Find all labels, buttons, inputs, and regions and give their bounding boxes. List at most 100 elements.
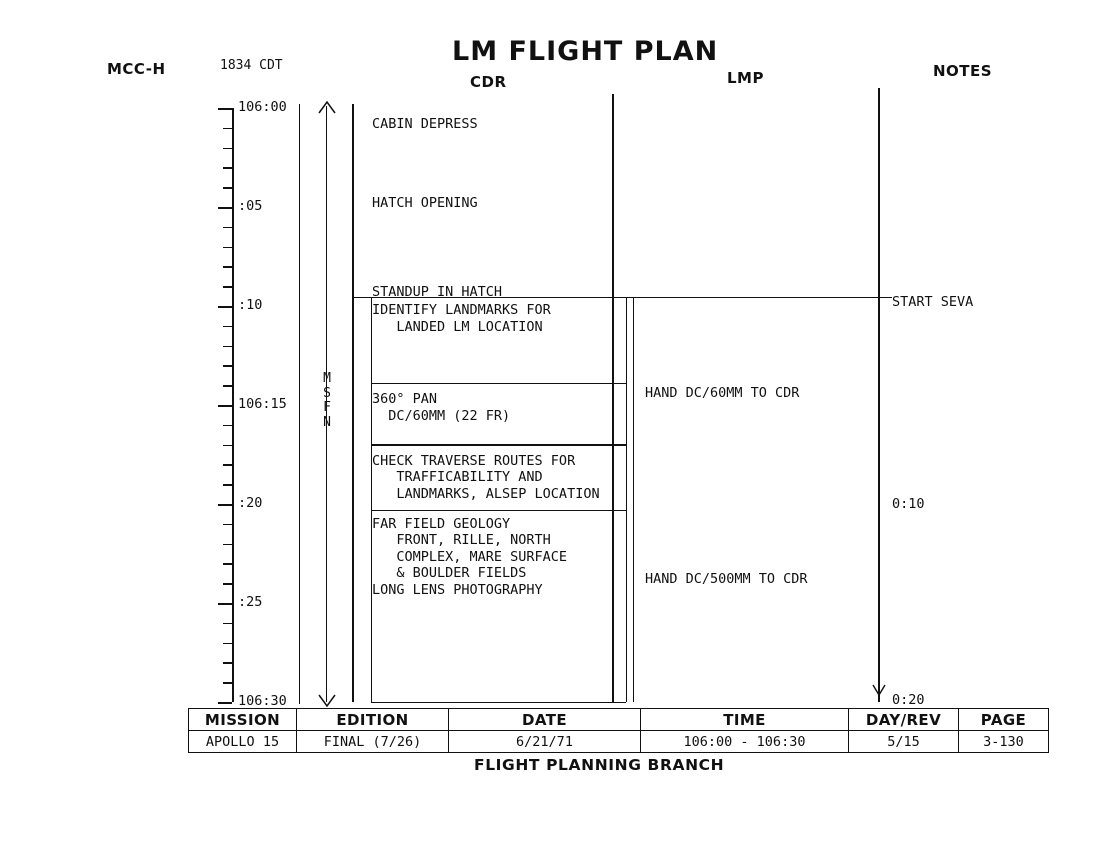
cdr-activity-line: CHECK TRAVERSE ROUTES FOR <box>372 452 576 469</box>
title-block-value-page: 3-130 <box>958 730 1049 753</box>
lmp-box-left-edge <box>633 297 635 702</box>
title-block-value-edition: FINAL (7/26) <box>296 730 449 753</box>
time-tick-minor <box>223 444 232 446</box>
title-block-value-date: 6/21/71 <box>448 730 641 753</box>
time-tick-minor <box>223 464 232 466</box>
time-tick-minor <box>223 385 232 387</box>
note-seva-elapsed-20: 0:20 <box>892 692 925 709</box>
cdr-activity-line: LONG LENS PHOTOGRAPHY <box>372 581 543 598</box>
time-tick-minor <box>223 345 232 347</box>
note-seva-elapsed-10: 0:10 <box>892 496 925 513</box>
time-label: :05 <box>238 198 263 214</box>
cdr-box-right-edge <box>626 297 628 702</box>
time-tick-minor <box>223 484 232 486</box>
cdr-activity-line: & BOULDER FIELDS <box>372 565 527 582</box>
cdr-activity-line: HATCH OPENING <box>372 195 478 212</box>
time-tick-minor <box>223 622 232 625</box>
cdr-column-left-rule <box>352 104 354 702</box>
cdr-box-bottom-edge <box>371 702 626 704</box>
time-tick-minor <box>223 226 232 229</box>
title-block-header-dayrev: DAY/REV <box>848 708 959 731</box>
time-label: :20 <box>238 495 263 511</box>
notes-column-left-rule <box>878 88 880 702</box>
start-seva-tick <box>866 297 880 299</box>
cdr-box-left-edge <box>371 297 373 702</box>
lmp-activity-line: HAND DC/60MM TO CDR <box>645 385 800 402</box>
msfn-letter-s: S <box>323 385 331 401</box>
time-label: 106:15 <box>238 396 287 412</box>
title-block-value-row: APOLLO 15 FINAL (7/26) 6/21/71 106:00 - … <box>188 730 1049 753</box>
lmp-activity-hand-dc-60mm: HAND DC/60MM TO CDR <box>645 385 799 402</box>
cdr-activity-line: FRONT, RILLE, NORTH <box>372 532 551 549</box>
cdr-activity-line: FAR FIELD GEOLOGY <box>372 515 511 532</box>
msfn-arrow-up-icon <box>318 100 336 114</box>
time-label: :25 <box>238 594 263 610</box>
time-tick-minor <box>223 543 232 545</box>
column-header-notes: NOTES <box>933 62 993 80</box>
msfn-coverage-line <box>326 106 328 702</box>
cdr-activity-divider <box>371 443 626 445</box>
time-tick-minor <box>223 424 232 427</box>
time-tick-minor <box>223 325 232 328</box>
cdr-activity-hatch-opening: HATCH OPENING <box>372 195 478 212</box>
cdr-activity-line: LANDED LM LOCATION <box>372 318 543 335</box>
title-block-header-date: DATE <box>448 708 641 731</box>
cdr-activity-line: COMPLEX, MARE SURFACE <box>372 548 568 565</box>
cdr-activity-line: LANDMARKS, ALSEP LOCATION <box>372 485 600 502</box>
time-tick-major <box>218 306 232 308</box>
ground-elapsed-time-label: 1834 CDT <box>220 58 283 73</box>
time-tick-minor <box>223 266 232 268</box>
cdr-activity-divider <box>371 509 626 512</box>
msfn-letter-f: F <box>323 400 331 415</box>
branch-footer: FLIGHT PLANNING BRANCH <box>474 756 725 774</box>
title-block-value-mission: APOLLO 15 <box>188 730 297 753</box>
seva-elapsed-arrow-icon <box>872 684 886 696</box>
time-tick-minor <box>223 662 232 664</box>
cdr-activity-check-traverse-routes: CHECK TRAVERSE ROUTES FOR TRAFFICABILITY… <box>372 453 600 503</box>
title-block: MISSION EDITION DATE TIME DAY/REV PAGE A… <box>188 708 1049 753</box>
time-tick-major <box>218 405 232 407</box>
time-tick-minor <box>223 127 232 130</box>
cdr-activity-pan-360: 360° PAN DC/60MM (22 FR) <box>372 391 510 424</box>
time-tick-minor <box>223 563 232 565</box>
cdr-activity-divider <box>371 444 626 446</box>
msfn-letter-m: M <box>323 371 331 386</box>
note-start-seva: START SEVA <box>892 294 974 311</box>
msfn-arrow-down-icon <box>318 694 336 708</box>
time-tick-minor <box>223 642 232 644</box>
time-tick-minor <box>223 167 232 169</box>
time-tick-major <box>218 603 232 605</box>
time-tick-minor <box>223 286 232 288</box>
time-tick-major <box>218 207 232 209</box>
time-tick-minor <box>223 365 232 367</box>
time-tick-minor <box>223 682 232 684</box>
cdr-activity-far-field-geology: FAR FIELD GEOLOGY FRONT, RILLE, NORTH CO… <box>372 516 567 599</box>
time-label: 106:00 <box>238 99 287 115</box>
left-guide-rail <box>299 104 301 704</box>
column-header-lmp: LMP <box>727 69 764 87</box>
title-block-value-dayrev: 5/15 <box>848 730 959 753</box>
time-axis-spine <box>232 108 234 702</box>
time-label: :10 <box>238 297 263 313</box>
mcch-label: MCC-H <box>107 60 166 78</box>
cdr-activity-line: CABIN DEPRESS <box>372 115 478 132</box>
time-tick-minor <box>223 147 232 149</box>
cdr-activity-line: STANDUP IN HATCH <box>372 284 503 301</box>
time-tick-major <box>218 702 232 704</box>
msfn-label: M S F N <box>320 371 334 430</box>
cdr-activity-line: DC/60MM (22 FR) <box>372 407 511 424</box>
time-label: 106:30 <box>238 693 287 709</box>
cdr-activity-divider <box>371 383 626 385</box>
column-header-cdr: CDR <box>470 73 507 91</box>
cdr-activity-standup-in-hatch: STANDUP IN HATCH <box>372 284 502 301</box>
time-tick-minor <box>223 583 232 585</box>
cdr-activity-line: IDENTIFY LANDMARKS FOR <box>372 302 551 318</box>
msfn-letter-n: N <box>323 414 331 430</box>
lmp-activity-hand-dc-500mm: HAND DC/500MM TO CDR <box>645 571 808 588</box>
